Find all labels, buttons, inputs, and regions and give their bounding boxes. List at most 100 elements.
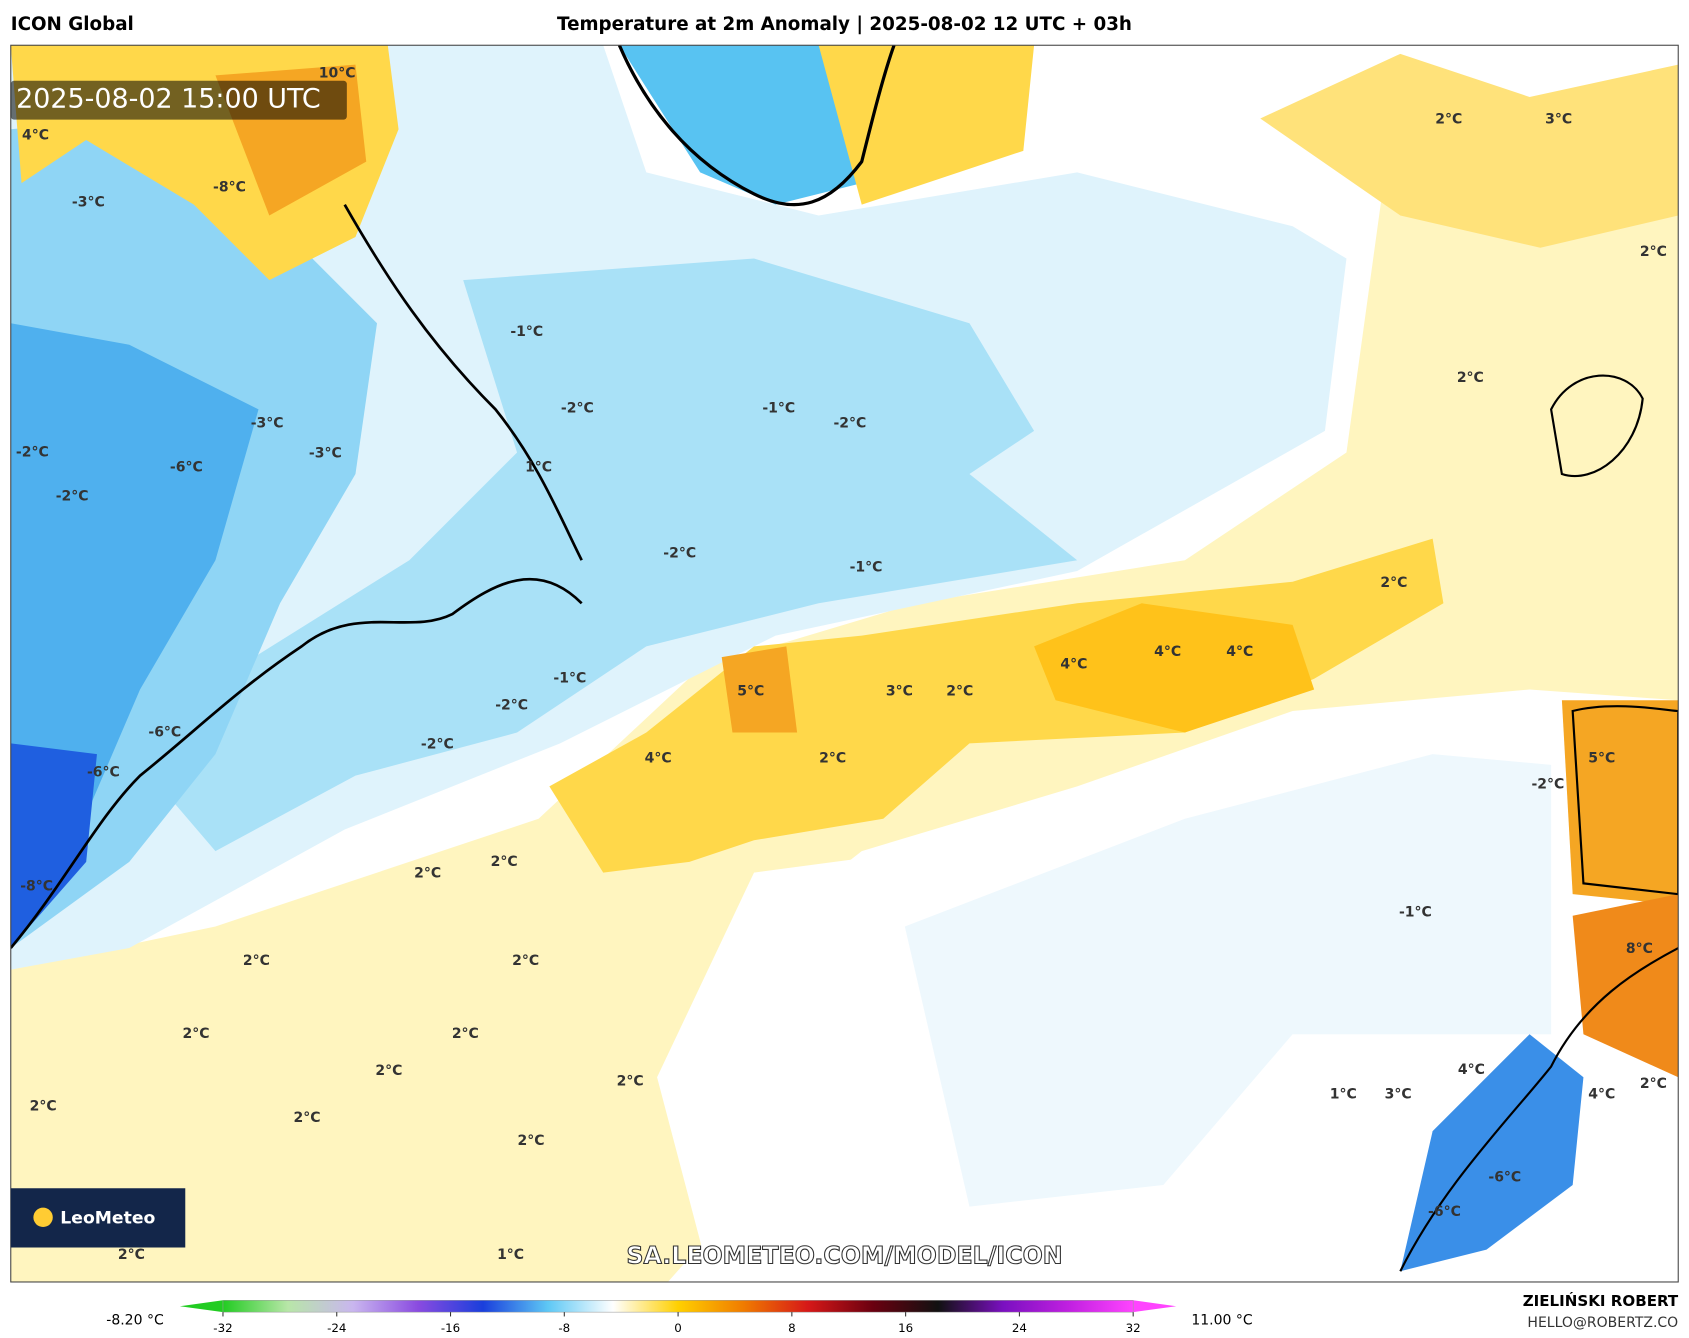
temperature-label: -2°C: [495, 698, 528, 714]
coastline: [617, 45, 896, 207]
temperature-label: 10°C: [319, 65, 356, 81]
logo-sun: [33, 1207, 53, 1228]
temperature-label: -1°C: [850, 560, 883, 576]
temperature-label: -2°C: [421, 736, 454, 752]
temperature-label: 4°C: [1588, 1087, 1615, 1103]
temperature-label: 2°C: [819, 750, 846, 766]
temperature-label: 3°C: [1385, 1087, 1412, 1103]
cool-strong: [1400, 1034, 1584, 1272]
temperature-label: 4°C: [1154, 644, 1181, 660]
map-area: 2°C 3°C 2°C -1°C -2°C -1°C -2°C 2°C -3°C -8°C 4°C 1…: [10, 44, 1679, 1283]
temperature-label: 4°C: [645, 750, 672, 766]
colorbar-min: -8.20 °C: [106, 1313, 164, 1329]
cool-strong: [619, 45, 895, 205]
temperature-label: -8°C: [20, 879, 53, 895]
temperature-label: -1°C: [1399, 904, 1432, 920]
temperature-label: -3°C: [309, 446, 342, 462]
warm-medium: [1260, 53, 1679, 248]
cool-light: [904, 754, 1552, 1207]
colorbar-max: 11.00 °C: [1191, 1313, 1253, 1329]
email: HELLO@ROBERTZ.CO: [1527, 1315, 1678, 1331]
map-frame: [10, 44, 1679, 1283]
temperature-label: -2°C: [16, 444, 49, 460]
temperature-label: -6°C: [1488, 1169, 1521, 1185]
temperature-label: -2°C: [56, 489, 89, 505]
label-layer: 2°C 3°C 2°C -1°C -2°C -1°C -2°C 2°C -3°C -8°C 4°C 1…: [16, 65, 1667, 1263]
warm-strong: [1572, 894, 1679, 1078]
temperature-label: 2°C: [243, 953, 270, 969]
temperature-label: 2°C: [617, 1074, 644, 1090]
temperature-label: 2°C: [946, 684, 973, 700]
temperature-label: 2°C: [118, 1247, 145, 1263]
model-name: ICON Global: [11, 14, 134, 35]
temperature-label: 2°C: [30, 1098, 57, 1114]
warm-strong: [721, 646, 798, 733]
cool-medium: [150, 258, 1078, 852]
temperature-label: 3°C: [1545, 112, 1572, 128]
colorbar-tick-label: -32: [213, 1321, 232, 1335]
temperature-label: -1°C: [762, 400, 795, 416]
temperature-label: 2°C: [491, 854, 518, 870]
temperature-label: -2°C: [833, 415, 866, 431]
anomaly-field: [10, 45, 1679, 1282]
temperature-label: -8°C: [213, 179, 246, 195]
temperature-label: 2°C: [1380, 575, 1407, 591]
temperature-label: 2°C: [375, 1063, 402, 1079]
temperature-label: 2°C: [1640, 244, 1667, 260]
temperature-label: -3°C: [72, 195, 105, 211]
temperature-label: -6°C: [170, 460, 203, 476]
colorbar-tick-label: 32: [1126, 1321, 1141, 1335]
temperature-label: 5°C: [1588, 750, 1615, 766]
warm-medium: [1034, 603, 1315, 733]
temperature-label: 2°C: [518, 1133, 545, 1149]
temperature-label: -3°C: [251, 415, 284, 431]
warm-strong: [1561, 700, 1679, 905]
temperature-label: 2°C: [1435, 112, 1462, 128]
temperature-label: -2°C: [1531, 776, 1564, 792]
temperature-label: -1°C: [510, 324, 543, 340]
temperature-label: 4°C: [1060, 657, 1087, 673]
temperature-label: -1°C: [553, 671, 586, 687]
warm-medium: [818, 45, 1035, 205]
logo-text: LeoMeteo: [60, 1208, 155, 1228]
temperature-label: 2°C: [512, 953, 539, 969]
temperature-label: 2°C: [183, 1026, 210, 1042]
colorbar-tick-label: 16: [898, 1321, 913, 1335]
temperature-label: 5°C: [737, 684, 764, 700]
temperature-label: 1°C: [497, 1247, 524, 1263]
temperature-label: 2°C: [1457, 370, 1484, 386]
colorbar-tick-label: -16: [441, 1321, 460, 1335]
colorbar-body: [222, 1300, 1134, 1313]
temperature-label: 1°C: [1330, 1087, 1357, 1103]
cool-very-strong: [10, 743, 97, 949]
author: ZIELIŃSKI ROBERT: [1523, 1291, 1679, 1310]
colorbar-tick-label: -24: [327, 1321, 346, 1335]
timestamp-box: [10, 80, 347, 120]
temperature-label: 2°C: [414, 866, 441, 882]
colorbar-tick-label: 0: [674, 1321, 682, 1335]
temperature-label: -6°C: [1428, 1204, 1461, 1220]
watermark: SA.LEOMETEO.COM/MODEL/ICON: [626, 1242, 1062, 1270]
temperature-label: -2°C: [561, 400, 594, 416]
temperature-label: -6°C: [87, 764, 120, 780]
colorbar-end: [1133, 1300, 1177, 1313]
temperature-label: 4°C: [22, 128, 49, 144]
colorbar-end: [179, 1300, 223, 1313]
colorbar-tick-label: 24: [1012, 1321, 1027, 1335]
temperature-label: 4°C: [1226, 644, 1253, 660]
temperature-label: -6°C: [148, 725, 181, 741]
temperature-label: 4°C: [1458, 1062, 1485, 1078]
colorbar-tick-label: 8: [788, 1321, 796, 1335]
colorbar: -32 -24 -16 -8 0 8 16 24 32: [179, 1300, 1177, 1335]
temperature-label: 2°C: [293, 1110, 320, 1126]
temperature-label: 3°C: [886, 684, 913, 700]
temperature-label: 2°C: [1640, 1076, 1667, 1092]
temperature-label: 8°C: [1626, 941, 1653, 957]
colorbar-tick-label: -8: [558, 1321, 570, 1335]
map-title: Temperature at 2m Anomaly | 2025-08-02 1…: [557, 14, 1132, 35]
temperature-label: 1°C: [525, 460, 552, 476]
coastline: [1399, 374, 1679, 1272]
coastline: [10, 204, 583, 949]
